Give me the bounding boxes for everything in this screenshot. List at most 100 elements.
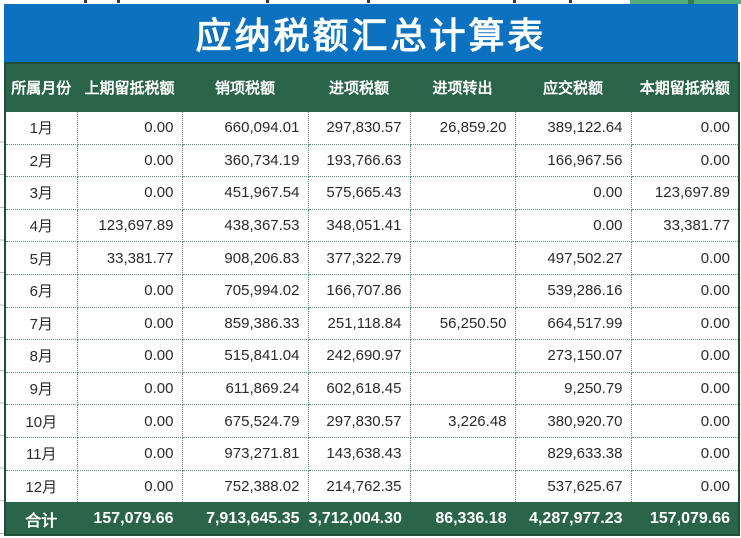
value-cell[interactable]: 297,830.57	[307, 111, 411, 145]
value-cell[interactable]: 0.00	[76, 339, 183, 373]
value-cell[interactable]: 0.00	[514, 176, 632, 210]
value-cell[interactable]: 389,122.64	[514, 111, 632, 145]
value-cell[interactable]	[409, 371, 516, 406]
value-cell[interactable]: 26,859.20	[409, 111, 516, 145]
value-cell[interactable]: 380,920.70	[514, 404, 632, 438]
value-cell[interactable]: 3,226.48	[409, 404, 516, 438]
value-cell[interactable]: 33,381.77	[76, 241, 183, 275]
header-prior-credit[interactable]: 上期留抵税额	[76, 62, 183, 112]
month-cell[interactable]: 4月	[4, 208, 78, 243]
value-cell[interactable]: 0.00	[630, 273, 740, 308]
value-cell[interactable]: 0.00	[630, 111, 740, 145]
value-cell[interactable]	[409, 273, 516, 308]
value-cell[interactable]: 123,697.89	[76, 208, 183, 243]
value-cell[interactable]: 752,388.02	[181, 469, 309, 504]
value-cell[interactable]: 611,869.24	[181, 371, 309, 406]
header-tax-payable[interactable]: 应交税额	[514, 62, 632, 112]
value-cell[interactable]: 515,841.04	[181, 339, 309, 373]
value-cell[interactable]: 0.00	[76, 273, 183, 308]
value-cell[interactable]: 166,707.86	[307, 273, 411, 308]
value-cell[interactable]: 0.00	[76, 306, 183, 341]
total-tax-payable[interactable]: 4,287,977.23	[514, 502, 632, 536]
header-output-tax[interactable]: 销项税额	[181, 62, 309, 112]
value-cell[interactable]: 0.00	[630, 404, 740, 438]
value-cell[interactable]: 575,665.43	[307, 176, 411, 210]
month-cell[interactable]: 5月	[4, 241, 78, 275]
month-cell[interactable]: 7月	[4, 306, 78, 341]
value-cell[interactable]	[409, 436, 516, 471]
total-current-credit[interactable]: 157,079.66	[630, 502, 740, 536]
month-cell[interactable]: 1月	[4, 111, 78, 145]
value-cell[interactable]: 242,690.97	[307, 339, 411, 373]
month-cell[interactable]: 8月	[4, 339, 78, 373]
value-cell[interactable]: 0.00	[514, 208, 632, 243]
value-cell[interactable]: 0.00	[76, 404, 183, 438]
value-cell[interactable]: 438,367.53	[181, 208, 309, 243]
value-cell[interactable]: 0.00	[76, 111, 183, 145]
total-prior-credit[interactable]: 157,079.66	[76, 502, 183, 536]
value-cell[interactable]	[409, 339, 516, 373]
value-cell[interactable]: 348,051.41	[307, 208, 411, 243]
value-cell[interactable]: 664,517.99	[514, 306, 632, 341]
header-month[interactable]: 所属月份	[4, 62, 78, 112]
value-cell[interactable]: 377,322.79	[307, 241, 411, 275]
value-cell[interactable]: 675,524.79	[181, 404, 309, 438]
value-cell[interactable]: 297,830.57	[307, 404, 411, 438]
value-cell[interactable]: 0.00	[630, 241, 740, 275]
value-cell[interactable]: 143,638.43	[307, 436, 411, 471]
total-output-tax[interactable]: 7,913,645.35	[181, 502, 309, 536]
value-cell[interactable]	[409, 241, 516, 275]
value-cell[interactable]: 56,250.50	[409, 306, 516, 341]
value-cell[interactable]: 602,618.45	[307, 371, 411, 406]
value-cell[interactable]: 360,734.19	[181, 143, 309, 178]
value-cell[interactable]: 273,150.07	[514, 339, 632, 373]
month-cell[interactable]: 10月	[4, 404, 78, 438]
value-cell[interactable]: 166,967.56	[514, 143, 632, 178]
value-cell[interactable]: 33,381.77	[630, 208, 740, 243]
value-cell[interactable]	[409, 208, 516, 243]
value-cell[interactable]: 214,762.35	[307, 469, 411, 504]
header-input-tax[interactable]: 进项税额	[307, 62, 411, 112]
month-cell[interactable]: 6月	[4, 273, 78, 308]
value-cell[interactable]: 859,386.33	[181, 306, 309, 341]
value-cell[interactable]: 0.00	[630, 371, 740, 406]
value-cell[interactable]: 0.00	[76, 436, 183, 471]
top-edge-mark	[367, 0, 370, 3]
value-cell[interactable]	[409, 469, 516, 504]
value-cell[interactable]: 973,271.81	[181, 436, 309, 471]
value-cell[interactable]: 705,994.02	[181, 273, 309, 308]
value-cell[interactable]: 451,967.54	[181, 176, 309, 210]
value-cell[interactable]: 537,625.67	[514, 469, 632, 504]
header-current-credit[interactable]: 本期留抵税额	[630, 62, 740, 112]
total-label[interactable]: 合计	[4, 502, 78, 536]
value-cell[interactable]: 539,286.16	[514, 273, 632, 308]
value-cell[interactable]	[409, 176, 516, 210]
header-input-transfer[interactable]: 进项转出	[409, 62, 516, 112]
month-cell[interactable]: 3月	[4, 176, 78, 210]
value-cell[interactable]: 0.00	[630, 143, 740, 178]
value-cell[interactable]: 829,633.38	[514, 436, 632, 471]
value-cell[interactable]: 0.00	[630, 436, 740, 471]
value-cell[interactable]: 0.00	[76, 469, 183, 504]
value-cell[interactable]: 0.00	[76, 371, 183, 406]
value-cell[interactable]: 123,697.89	[630, 176, 740, 210]
sheet-title-cell[interactable]: 应纳税额汇总计算表	[4, 4, 738, 62]
total-input-tax[interactable]: 3,712,004.30	[307, 502, 411, 536]
month-cell[interactable]: 11月	[4, 436, 78, 471]
value-cell[interactable]: 251,118.84	[307, 306, 411, 341]
value-cell[interactable]: 0.00	[630, 469, 740, 504]
value-cell[interactable]: 0.00	[630, 306, 740, 341]
value-cell[interactable]: 660,094.01	[181, 111, 309, 145]
value-cell[interactable]: 497,502.27	[514, 241, 632, 275]
value-cell[interactable]: 193,766.63	[307, 143, 411, 178]
month-cell[interactable]: 9月	[4, 371, 78, 406]
value-cell[interactable]: 0.00	[76, 143, 183, 178]
value-cell[interactable]	[409, 143, 516, 178]
value-cell[interactable]: 908,206.83	[181, 241, 309, 275]
total-input-transfer[interactable]: 86,336.18	[409, 502, 516, 536]
value-cell[interactable]: 0.00	[76, 176, 183, 210]
value-cell[interactable]: 0.00	[630, 339, 740, 373]
month-cell[interactable]: 2月	[4, 143, 78, 178]
value-cell[interactable]: 9,250.79	[514, 371, 632, 406]
month-cell[interactable]: 12月	[4, 469, 78, 504]
